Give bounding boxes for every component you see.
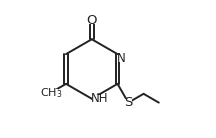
Bar: [88, 17, 96, 24]
Bar: [124, 99, 132, 106]
Text: CH$_3$: CH$_3$: [40, 86, 62, 99]
Text: S: S: [124, 96, 133, 109]
Text: N: N: [117, 52, 126, 65]
Text: O: O: [87, 14, 97, 27]
Bar: [117, 55, 126, 62]
Text: NH: NH: [91, 92, 108, 105]
Bar: [92, 95, 106, 103]
Bar: [44, 89, 57, 96]
